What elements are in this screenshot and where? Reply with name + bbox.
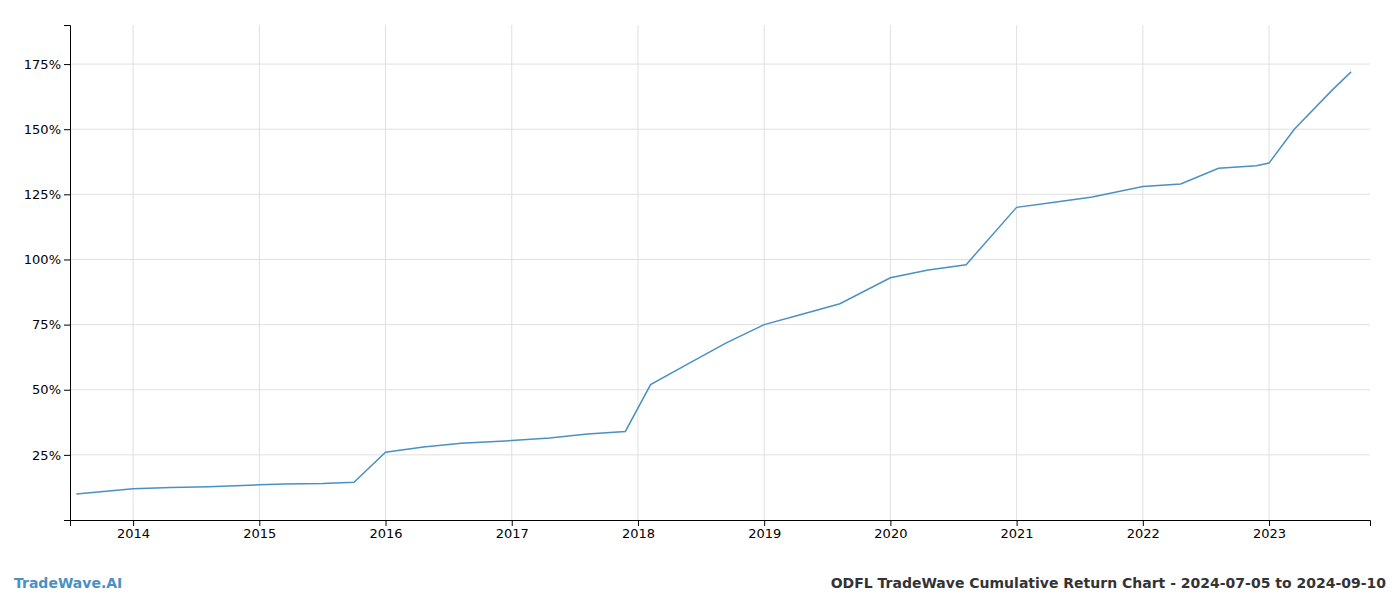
- grid-line: [70, 389, 1370, 390]
- tick-mark: [764, 520, 765, 526]
- grid-line: [133, 25, 134, 520]
- grid-line: [1269, 25, 1270, 520]
- tick-label: 2014: [117, 526, 150, 541]
- tick-mark: [64, 64, 70, 65]
- grid-line: [1142, 25, 1143, 520]
- tick: 2022: [1127, 520, 1160, 541]
- tick-mark: [1269, 520, 1270, 526]
- y-axis: 25% 50% 75% 100% 125% 150% 175%: [24, 26, 71, 521]
- grid-line: [259, 25, 260, 520]
- tick-label: 2015: [243, 526, 276, 541]
- watermark: TradeWave.AI: [14, 575, 122, 591]
- plot-area: 2014 2015 2016 2017 2018 2019 2020 2021 2022 2023…: [24, 25, 1371, 541]
- tick-label: 50%: [32, 382, 61, 397]
- axis-line: [71, 521, 1371, 527]
- tick-label: 25%: [32, 448, 61, 463]
- grid-line: [764, 25, 765, 520]
- tick-label: 2021: [1001, 526, 1034, 541]
- tick-label: 2022: [1127, 526, 1160, 541]
- grid-line: [890, 25, 891, 520]
- tick: 150%: [24, 122, 70, 137]
- tick-label: 2016: [369, 526, 402, 541]
- tick-label: 75%: [32, 317, 61, 332]
- tick: 25%: [32, 448, 70, 463]
- tick: 50%: [32, 382, 70, 397]
- grid-line: [385, 25, 386, 520]
- tick-label: 150%: [24, 122, 61, 137]
- tick-mark: [638, 520, 639, 526]
- tick-label: 175%: [24, 57, 61, 72]
- tick: 2015: [243, 520, 276, 541]
- grid-line: [70, 259, 1370, 260]
- tick-mark: [1017, 520, 1018, 526]
- tick-label: 2023: [1253, 526, 1286, 541]
- line: [76, 72, 1351, 494]
- grid-line: [1016, 25, 1017, 520]
- tick-mark: [64, 325, 70, 326]
- chart: 2014 2015 2016 2017 2018 2019 2020 2021 2022 2023…: [0, 0, 1400, 600]
- tick-mark: [64, 390, 70, 391]
- tick: 100%: [24, 252, 70, 267]
- tick-mark: [64, 455, 70, 456]
- x-axis: 2014 2015 2016 2017 2018 2019 2020 2021 2022 2023: [71, 520, 1371, 541]
- tick-mark: [386, 520, 387, 526]
- tick-label: 2019: [748, 526, 781, 541]
- tick: 2018: [622, 520, 655, 541]
- tick: 175%: [24, 57, 70, 72]
- tick-mark: [512, 520, 513, 526]
- tick-mark: [890, 520, 891, 526]
- grid-line: [637, 25, 638, 520]
- tick: 2016: [369, 520, 402, 541]
- tick: 2019: [748, 520, 781, 541]
- tick-mark: [64, 194, 70, 195]
- grid-line: [70, 454, 1370, 455]
- tick-label: 100%: [24, 252, 61, 267]
- tick-label: 2017: [496, 526, 529, 541]
- grid-line: [511, 25, 512, 520]
- tick-label: 125%: [24, 187, 61, 202]
- marks: [76, 72, 1351, 494]
- grid-line: [70, 64, 1370, 65]
- axis-line: [64, 26, 71, 521]
- tick: 2021: [1001, 520, 1034, 541]
- grid: [70, 25, 1370, 520]
- tick-mark: [133, 520, 134, 526]
- tick: 75%: [32, 317, 70, 332]
- tick: 2014: [117, 520, 150, 541]
- tick: 2023: [1253, 520, 1286, 541]
- grid-line: [70, 129, 1370, 130]
- grid-line: [70, 194, 1370, 195]
- tick-mark: [259, 520, 260, 526]
- title: ODFL TradeWave Cumulative Return Chart -…: [831, 575, 1387, 591]
- tick-label: 2020: [874, 526, 907, 541]
- tick: 2020: [874, 520, 907, 541]
- tick-mark: [1143, 520, 1144, 526]
- tick-label: 2018: [622, 526, 655, 541]
- grid-line: [70, 324, 1370, 325]
- tick: 2017: [496, 520, 529, 541]
- tick: 125%: [24, 187, 70, 202]
- tick-mark: [64, 259, 70, 260]
- tick-mark: [64, 129, 70, 130]
